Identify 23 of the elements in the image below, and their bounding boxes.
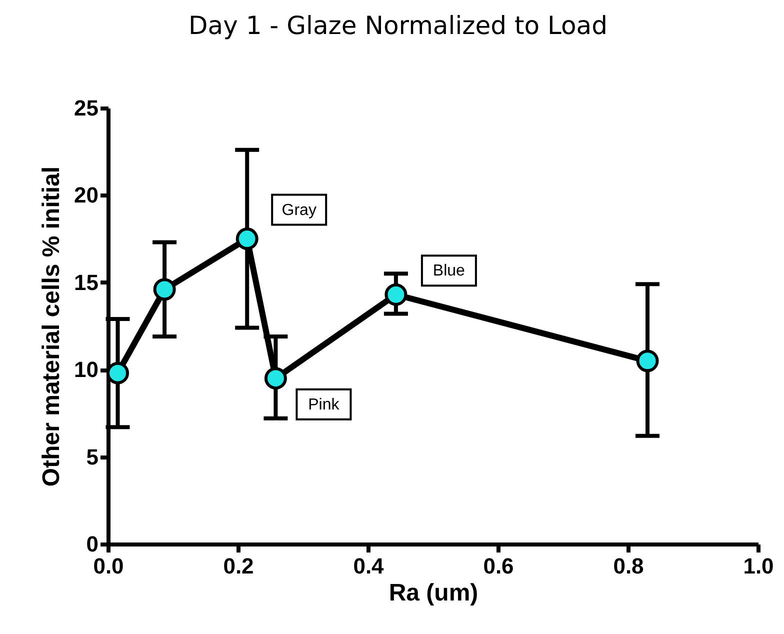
point — [264, 367, 287, 390]
y-tick-label: 25 — [74, 96, 98, 120]
x-tick-label: 1.0 — [743, 554, 774, 578]
point — [153, 278, 176, 301]
x-tick-label: 0.8 — [613, 554, 644, 578]
point — [384, 283, 408, 306]
annotation: Gray — [282, 202, 316, 219]
x-tick-label: 0.0 — [93, 554, 124, 578]
x-tick-label: 0.2 — [223, 554, 254, 578]
point — [236, 228, 258, 250]
y-tick-label: 0 — [86, 532, 98, 556]
x-tick-label: 0.6 — [483, 554, 514, 578]
y-tick-label: 15 — [74, 270, 98, 295]
y-tick-label: 10 — [74, 357, 98, 382]
x-tick-label: 0.4 — [353, 554, 385, 578]
point — [636, 350, 659, 372]
chart-title: Day 1 - Glaze Normalized to Load — [188, 11, 608, 40]
annotation: Pink — [308, 396, 340, 414]
y-tick-label: 20 — [74, 182, 98, 208]
annotation: Blue — [432, 262, 466, 280]
x-axis-title: Ra (um) — [388, 580, 478, 606]
y-tick-label: 5 — [86, 444, 98, 470]
y-axis-title: Other material cells % initial — [38, 166, 66, 487]
